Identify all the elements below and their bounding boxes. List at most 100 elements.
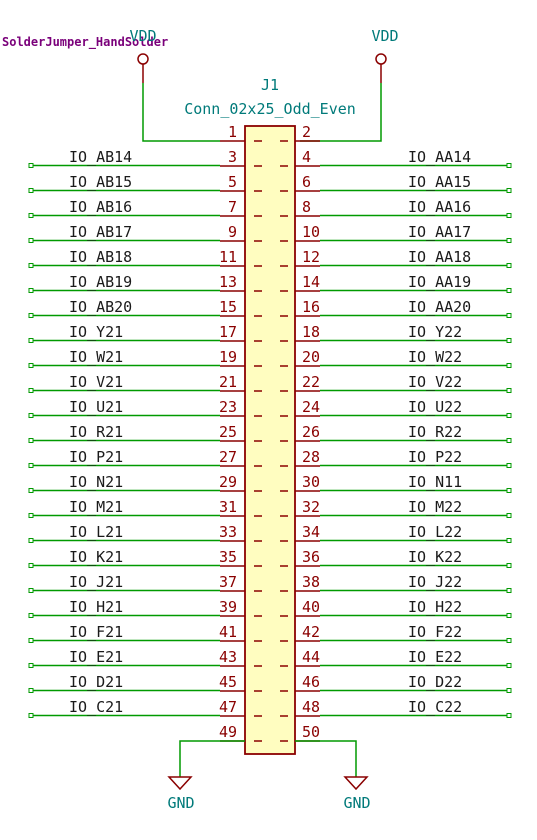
net-end-right-icon [506,413,512,418]
net-end-right-icon [506,463,512,468]
net-label-right[interactable]: IO_V22 [408,373,462,391]
pin-number-right: 8 [302,198,311,216]
pin-number-right: 20 [302,348,320,366]
pin-number-left: 21 [219,373,237,391]
net-label-right[interactable]: IO_AA15 [408,173,471,191]
net-label-right[interactable]: IO_AA19 [408,273,471,291]
pin-number-right: 4 [302,148,311,166]
pin-number-left: 37 [219,573,237,591]
net-label-right[interactable]: IO_F22 [408,623,462,641]
net-label-left[interactable]: IO_Y21 [69,323,123,341]
net-label-left[interactable]: IO_W21 [69,348,123,366]
net-label-right[interactable]: IO_Y22 [408,323,462,341]
vdd-right-wire[interactable] [300,83,382,142]
pin-number-right: 46 [302,673,320,691]
net-label-right[interactable]: IO_C22 [408,698,462,716]
net-label-right[interactable]: IO_P22 [408,448,462,466]
net-label-right[interactable]: IO_AA17 [408,223,471,241]
net-end-right-icon [506,313,512,318]
net-label-left[interactable]: IO_AB20 [69,298,132,316]
net-label-left[interactable]: IO_E21 [69,648,123,666]
gnd-left-label: GND [167,794,194,812]
net-label-left[interactable]: IO_R21 [69,423,123,441]
net-label-right[interactable]: IO_AA14 [408,148,471,166]
pin-number-left: 1 [228,123,237,141]
net-end-left-icon [28,588,34,593]
net-end-left-icon [28,413,34,418]
net-label-right[interactable]: IO_K22 [408,548,462,566]
net-label-right[interactable]: IO_AA18 [408,248,471,266]
vdd-left-wire[interactable] [142,83,220,142]
pin-number-right: 44 [302,648,320,666]
net-label-left[interactable]: IO_U21 [69,398,123,416]
net-end-right-icon [506,638,512,643]
net-label-left[interactable]: IO_AB19 [69,273,132,291]
net-label-right[interactable]: IO_L22 [408,523,462,541]
pin-number-left: 9 [228,223,237,241]
pin-number-right: 6 [302,173,311,191]
net-end-left-icon [28,638,34,643]
vdd-power-symbol-left[interactable]: VDD [129,27,157,83]
net-label-left[interactable]: IO_AB18 [69,248,132,266]
net-label-right[interactable]: IO_R22 [408,423,462,441]
net-label-right[interactable]: IO_J22 [408,573,462,591]
net-end-left-icon [28,313,34,318]
net-end-left-icon [28,288,34,293]
net-end-left-icon [28,388,34,393]
net-end-left-icon [28,338,34,343]
net-end-right-icon [506,613,512,618]
net-label-left[interactable]: IO_D21 [69,673,123,691]
net-label-right[interactable]: IO_E22 [408,648,462,666]
net-end-left-icon [28,438,34,443]
net-label-right[interactable]: IO_AA16 [408,198,471,216]
net-label-left[interactable]: IO_K21 [69,548,123,566]
net-end-left-icon [28,363,34,368]
net-label-left[interactable]: IO_AB15 [69,173,132,191]
gnd-left-wire[interactable] [179,740,245,777]
net-end-left-icon [28,688,34,693]
net-label-left[interactable]: IO_H21 [69,598,123,616]
gnd-right-wire[interactable] [295,740,357,777]
net-label-left[interactable]: IO_AB16 [69,198,132,216]
pin-number-right: 10 [302,223,320,241]
net-end-left-icon [28,188,34,193]
net-label-left[interactable]: IO_N21 [69,473,123,491]
pin-number-right: 38 [302,573,320,591]
net-end-right-icon [506,238,512,243]
net-label-right[interactable]: IO_N11 [408,473,462,491]
net-label-right[interactable]: IO_H22 [408,598,462,616]
net-label-right[interactable]: IO_D22 [408,673,462,691]
net-end-right-icon [506,488,512,493]
net-label-left[interactable]: IO_F21 [69,623,123,641]
net-label-right[interactable]: IO_W22 [408,348,462,366]
vdd-right-label: VDD [371,27,398,45]
net-end-right-icon [506,588,512,593]
component-reference: J1 [261,76,279,94]
net-end-right-icon [506,213,512,218]
net-label-left[interactable]: IO_V21 [69,373,123,391]
net-label-left[interactable]: IO_L21 [69,523,123,541]
pin-number-left: 25 [219,423,237,441]
connector-body[interactable] [244,125,296,755]
net-label-left[interactable]: IO_C21 [69,698,123,716]
net-label-left[interactable]: IO_AB17 [69,223,132,241]
net-label-right[interactable]: IO_AA20 [408,298,471,316]
net-end-right-icon [506,263,512,268]
net-end-right-icon [506,363,512,368]
vdd-power-symbol-right[interactable]: VDD [371,27,399,83]
net-label-left[interactable]: IO_P21 [69,448,123,466]
pin-number-left: 41 [219,623,237,641]
net-label-left[interactable]: IO_AB14 [69,148,132,166]
pin-number-right: 2 [302,123,311,141]
gnd-power-symbol-right[interactable]: GND [343,776,371,812]
net-end-left-icon [28,163,34,168]
net-label-left[interactable]: IO_M21 [69,498,123,516]
net-label-left[interactable]: IO_J21 [69,573,123,591]
gnd-power-symbol-left[interactable]: GND [167,776,195,812]
pin-number-left: 7 [228,198,237,216]
net-label-right[interactable]: IO_M22 [408,498,462,516]
pin-number-left: 11 [219,248,237,266]
pin-number-left: 49 [219,723,237,741]
net-label-right[interactable]: IO_U22 [408,398,462,416]
